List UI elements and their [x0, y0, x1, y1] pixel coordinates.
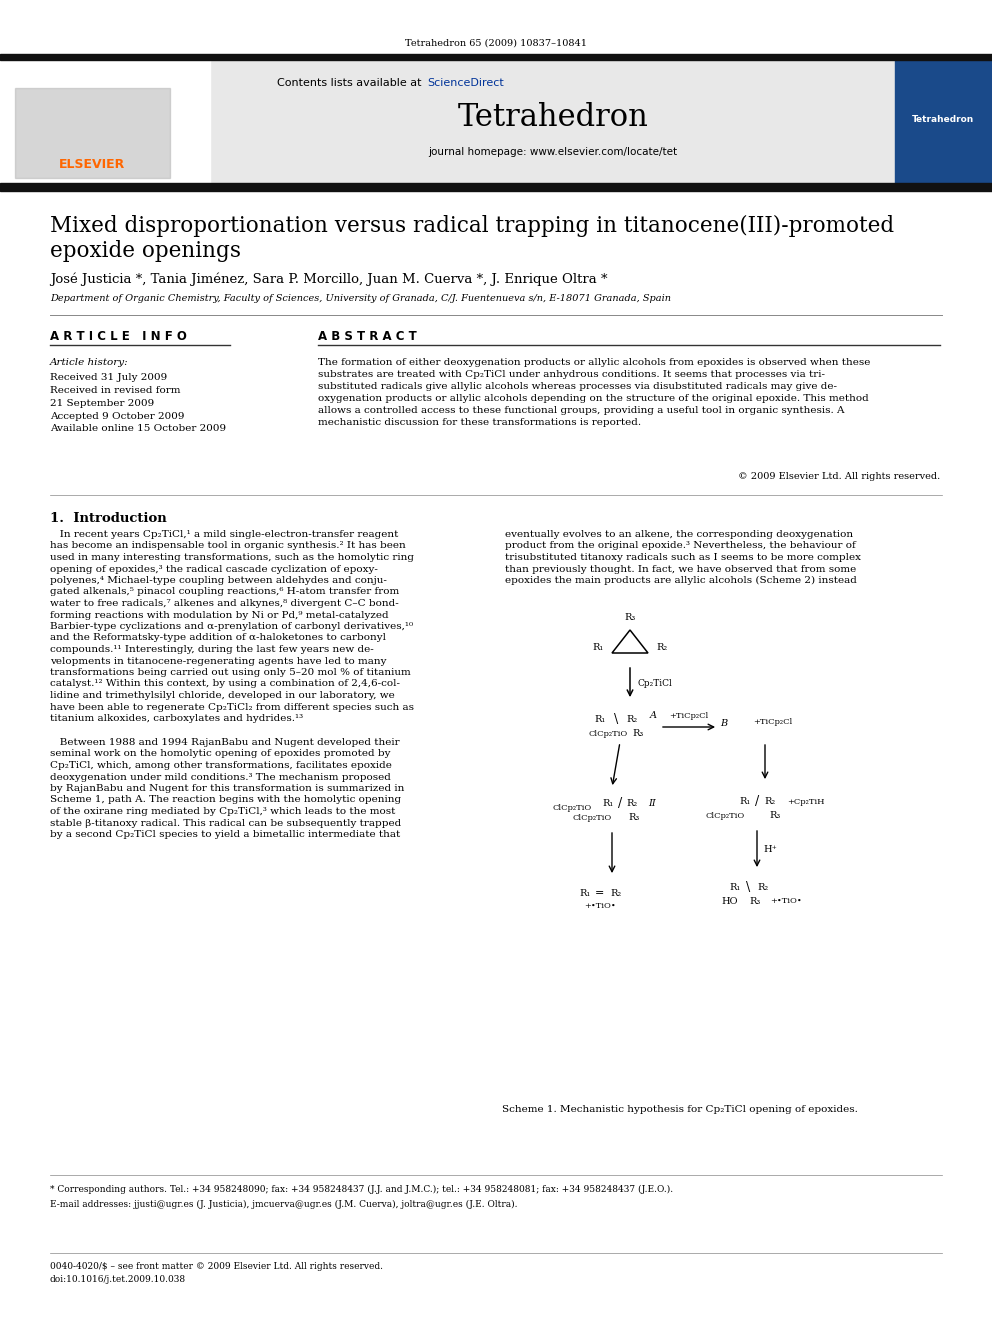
- Text: ScienceDirect: ScienceDirect: [427, 78, 504, 89]
- Text: E-mail addresses: jjusti@ugr.es (J. Justicia), jmcuerva@ugr.es (J.M. Cuerva), jo: E-mail addresses: jjusti@ugr.es (J. Just…: [50, 1200, 518, 1209]
- Bar: [0, 54, 992, 60]
- Bar: [210, 60, 895, 185]
- Text: R₃: R₃: [624, 613, 636, 622]
- Text: Department of Organic Chemistry, Faculty of Sciences, University of Granada, C/J: Department of Organic Chemistry, Faculty…: [50, 294, 671, 303]
- Text: R₁: R₁: [729, 882, 741, 892]
- Text: Tetrahedron 65 (2009) 10837–10841: Tetrahedron 65 (2009) 10837–10841: [405, 38, 587, 48]
- Text: +TiCp₂Cl: +TiCp₂Cl: [670, 712, 708, 720]
- Text: R₁: R₁: [579, 889, 590, 897]
- Text: ClCp₂TiO: ClCp₂TiO: [588, 730, 628, 738]
- Text: José Justicia *, Tania Jiménez, Sara P. Morcillo, Juan M. Cuerva *, J. Enrique O: José Justicia *, Tania Jiménez, Sara P. …: [50, 273, 607, 286]
- Text: R₁: R₁: [594, 716, 606, 725]
- Text: \: \: [614, 713, 618, 726]
- Text: epoxide openings: epoxide openings: [50, 239, 241, 262]
- Text: II: II: [648, 799, 656, 808]
- Text: +TiCp₂Cl: +TiCp₂Cl: [753, 718, 793, 726]
- Text: © 2009 Elsevier Ltd. All rights reserved.: © 2009 Elsevier Ltd. All rights reserved…: [738, 472, 940, 482]
- Text: Received 31 July 2009
Received in revised form
21 September 2009
Accepted 9 Octo: Received 31 July 2009 Received in revise…: [50, 373, 226, 434]
- Text: Cp₂TiCl, which, among other transformations, facilitates epoxide: Cp₂TiCl, which, among other transformati…: [50, 761, 392, 770]
- Text: by RajanBabu and Nugent for this transformation is summarized in: by RajanBabu and Nugent for this transfo…: [50, 785, 405, 792]
- Text: Mixed disproportionation versus radical trapping in titanocene(III)-promoted: Mixed disproportionation versus radical …: [50, 216, 894, 237]
- Text: =: =: [595, 888, 605, 898]
- Text: R₂: R₂: [765, 798, 776, 807]
- Text: velopments in titanocene-regenerating agents have led to many: velopments in titanocene-regenerating ag…: [50, 656, 387, 665]
- Text: trisubstituted titanoxy radicals such as I seems to be more complex: trisubstituted titanoxy radicals such as…: [505, 553, 861, 562]
- Text: R₃: R₃: [770, 811, 781, 820]
- Text: transformations being carried out using only 5–20 mol % of titanium: transformations being carried out using …: [50, 668, 411, 677]
- Text: than previously thought. In fact, we have observed that from some: than previously thought. In fact, we hav…: [505, 565, 856, 573]
- Bar: [15, 89, 170, 179]
- Text: and the Reformatsky-type addition of α-haloketones to carbonyl: and the Reformatsky-type addition of α-h…: [50, 634, 386, 643]
- Bar: [0, 60, 210, 185]
- Text: Barbier-type cyclizations and α-prenylation of carbonyl derivatives,¹⁰: Barbier-type cyclizations and α-prenylat…: [50, 622, 413, 631]
- Text: titanium alkoxides, carboxylates and hydrides.¹³: titanium alkoxides, carboxylates and hyd…: [50, 714, 304, 722]
- Text: R₃: R₃: [628, 814, 640, 823]
- Text: water to free radicals,⁷ alkenes and alkynes,⁸ divergent C–C bond-: water to free radicals,⁷ alkenes and alk…: [50, 599, 399, 609]
- Text: of the oxirane ring mediated by Cp₂TiCl,³ which leads to the most: of the oxirane ring mediated by Cp₂TiCl,…: [50, 807, 396, 816]
- Text: A R T I C L E   I N F O: A R T I C L E I N F O: [50, 329, 186, 343]
- Text: by a second Cp₂TiCl species to yield a bimetallic intermediate that: by a second Cp₂TiCl species to yield a b…: [50, 830, 400, 839]
- Bar: [895, 60, 992, 185]
- Text: Scheme 1. Mechanistic hypothesis for Cp₂TiCl opening of epoxides.: Scheme 1. Mechanistic hypothesis for Cp₂…: [502, 1105, 858, 1114]
- Text: Scheme 1, path A. The reaction begins with the homolytic opening: Scheme 1, path A. The reaction begins wi…: [50, 795, 401, 804]
- Text: lidine and trimethylsilyl chloride, developed in our laboratory, we: lidine and trimethylsilyl chloride, deve…: [50, 691, 395, 700]
- Text: /: /: [618, 796, 622, 810]
- Text: * Corresponding authors. Tel.: +34 958248090; fax: +34 958248437 (J.J. and J.M.C: * Corresponding authors. Tel.: +34 95824…: [50, 1185, 674, 1195]
- Text: HO: HO: [722, 897, 738, 905]
- Text: R₁: R₁: [739, 798, 751, 807]
- Text: /: /: [755, 795, 759, 808]
- Text: R₁: R₁: [602, 799, 614, 807]
- Text: eventually evolves to an alkene, the corresponding deoxygenation: eventually evolves to an alkene, the cor…: [505, 531, 853, 538]
- Text: +Cp₂TiH: +Cp₂TiH: [787, 798, 824, 806]
- Text: ClCp₂TiO: ClCp₂TiO: [572, 814, 612, 822]
- Text: opening of epoxides,³ the radical cascade cyclization of epoxy-: opening of epoxides,³ the radical cascad…: [50, 565, 378, 573]
- Text: Cp₂TiCl: Cp₂TiCl: [638, 679, 673, 688]
- Text: R₂: R₂: [610, 889, 622, 897]
- Text: used in many interesting transformations, such as the homolytic ring: used in many interesting transformations…: [50, 553, 414, 562]
- Text: \: \: [746, 881, 750, 893]
- Text: Between 1988 and 1994 RajanBabu and Nugent developed their: Between 1988 and 1994 RajanBabu and Nuge…: [50, 738, 400, 747]
- Text: In recent years Cp₂TiCl,¹ a mild single-electron-transfer reagent: In recent years Cp₂TiCl,¹ a mild single-…: [50, 531, 399, 538]
- Text: deoxygenation under mild conditions.³ The mechanism proposed: deoxygenation under mild conditions.³ Th…: [50, 773, 391, 782]
- Text: A: A: [650, 712, 657, 721]
- Text: epoxides the main products are allylic alcohols (Scheme 2) instead: epoxides the main products are allylic a…: [505, 576, 857, 585]
- Text: polyenes,⁴ Michael-type coupling between aldehydes and conju-: polyenes,⁴ Michael-type coupling between…: [50, 576, 387, 585]
- Text: doi:10.1016/j.tet.2009.10.038: doi:10.1016/j.tet.2009.10.038: [50, 1275, 186, 1285]
- Text: seminal work on the homolytic opening of epoxides promoted by: seminal work on the homolytic opening of…: [50, 750, 391, 758]
- Text: ClCp₂TiO: ClCp₂TiO: [705, 812, 745, 820]
- Text: R₂: R₂: [657, 643, 668, 651]
- Text: Article history:: Article history:: [50, 359, 129, 366]
- Text: Tetrahedron: Tetrahedron: [912, 115, 974, 124]
- Text: journal homepage: www.elsevier.com/locate/tet: journal homepage: www.elsevier.com/locat…: [429, 147, 678, 157]
- Bar: [0, 183, 992, 191]
- Text: forming reactions with modulation by Ni or Pd,⁹ metal-catalyzed: forming reactions with modulation by Ni …: [50, 610, 389, 619]
- Text: R₃: R₃: [749, 897, 761, 905]
- Text: R₂: R₂: [758, 882, 769, 892]
- Text: product from the original epoxide.³ Nevertheless, the behaviour of: product from the original epoxide.³ Neve…: [505, 541, 856, 550]
- Text: have been able to regenerate Cp₂TiCl₂ from different species such as: have been able to regenerate Cp₂TiCl₂ fr…: [50, 703, 414, 712]
- Text: ClCp₂TiO: ClCp₂TiO: [553, 804, 591, 812]
- Text: stable β-titanoxy radical. This radical can be subsequently trapped: stable β-titanoxy radical. This radical …: [50, 819, 401, 827]
- Text: 1.  Introduction: 1. Introduction: [50, 512, 167, 525]
- Text: The formation of either deoxygenation products or allylic alcohols from epoxides: The formation of either deoxygenation pr…: [318, 359, 870, 427]
- Text: Tetrahedron: Tetrahedron: [457, 102, 649, 134]
- Text: +•TiO•: +•TiO•: [584, 902, 616, 910]
- Text: has become an indispensable tool in organic synthesis.² It has been: has become an indispensable tool in orga…: [50, 541, 406, 550]
- Text: R₁: R₁: [592, 643, 603, 651]
- Text: R₃: R₃: [632, 729, 644, 738]
- Text: catalyst.¹² Within this context, by using a combination of 2,4,6-col-: catalyst.¹² Within this context, by usin…: [50, 680, 400, 688]
- Text: compounds.¹¹ Interestingly, during the last few years new de-: compounds.¹¹ Interestingly, during the l…: [50, 646, 374, 654]
- Text: Contents lists available at: Contents lists available at: [277, 78, 425, 89]
- Text: H⁺: H⁺: [763, 844, 777, 853]
- Text: R₂: R₂: [626, 799, 638, 807]
- Text: R₂: R₂: [626, 716, 638, 725]
- Text: +•TiO•: +•TiO•: [770, 897, 802, 905]
- Text: 0040-4020/$ – see front matter © 2009 Elsevier Ltd. All rights reserved.: 0040-4020/$ – see front matter © 2009 El…: [50, 1262, 383, 1271]
- Text: gated alkenals,⁵ pinacol coupling reactions,⁶ H-atom transfer from: gated alkenals,⁵ pinacol coupling reacti…: [50, 587, 399, 597]
- Text: A B S T R A C T: A B S T R A C T: [318, 329, 417, 343]
- Text: ELSEVIER: ELSEVIER: [59, 159, 125, 172]
- Text: B: B: [720, 720, 727, 729]
